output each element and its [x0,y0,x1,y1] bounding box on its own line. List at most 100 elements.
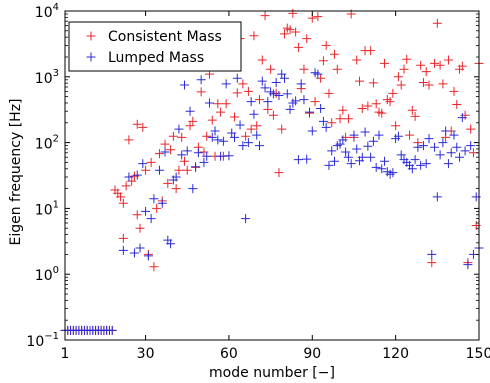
data-point [241,131,251,141]
legend-marker [86,31,96,41]
data-point [243,138,253,148]
data-point [252,121,262,131]
data-point [332,64,342,74]
data-point [135,243,145,253]
data-point [418,77,428,87]
data-point [380,58,390,68]
data-point [121,181,131,191]
data-point [182,146,192,156]
data-point [457,113,467,123]
data-point [138,122,148,132]
data-point [249,109,259,119]
data-point [202,131,212,141]
data-point [266,64,276,74]
data-point [291,96,301,106]
data-point [285,25,295,35]
legend-label: Consistent Mass [108,29,222,45]
data-point [254,141,264,151]
data-point [210,126,220,136]
data-point [396,80,406,90]
data-point [135,223,145,233]
data-point [174,124,184,134]
data-point [318,116,328,126]
data-point [204,98,214,108]
data-point [257,76,267,86]
data-point [132,210,142,220]
data-point [143,251,153,261]
data-point [132,119,142,129]
data-point [199,157,209,167]
data-point [321,122,331,132]
plot-frame [64,10,480,341]
data-point [171,172,181,182]
data-point [357,103,367,113]
data-point [282,89,292,99]
data-point [238,141,248,151]
data-point [171,184,181,194]
data-point [299,64,309,74]
data-point [213,135,223,145]
data-point [193,148,203,158]
data-point [246,97,256,107]
data-point [341,147,351,157]
data-point [243,86,253,96]
data-point [363,141,373,151]
data-point [260,11,270,21]
data-point [374,130,384,140]
data-point [216,107,226,117]
data-point [268,89,278,99]
data-point [207,132,217,142]
data-point [416,60,426,70]
data-point [321,40,331,50]
data-point [157,198,167,208]
data-point [327,118,337,128]
legend-box [68,21,242,72]
data-point [388,168,398,178]
data-point [224,151,234,161]
data-point [368,78,378,88]
data-point [446,148,456,158]
data-point [268,110,278,120]
data-point [149,194,159,204]
data-point [338,105,348,115]
data-point [449,86,459,96]
data-point [452,142,462,152]
data-point [221,99,231,109]
legend: Consistent Mass Lumped Mass [68,21,242,72]
data-point [338,135,348,145]
data-point [202,151,212,161]
data-point [160,139,170,149]
data-point [191,162,201,172]
data-point [443,159,453,169]
data-point [293,155,303,165]
data-point [432,192,442,202]
data-point [229,132,239,142]
data-point [207,115,217,125]
data-point [391,121,401,131]
data-point [280,73,290,83]
data-point [432,18,442,28]
x-tick-label: 120 [382,346,409,362]
data-point [316,103,326,113]
data-point [260,83,270,93]
data-point [154,149,164,159]
data-point [182,165,192,175]
data-point [438,79,448,89]
data-point [330,49,340,59]
data-point [152,203,162,213]
data-point [288,8,298,18]
data-point [377,164,387,174]
data-point [410,111,420,121]
data-point [349,130,359,140]
data-point [232,88,242,98]
data-point [377,108,387,118]
data-point [435,150,445,160]
data-point [366,46,376,56]
plot-marks [60,8,484,335]
data-point [421,67,431,77]
data-point [124,135,134,145]
y-tick-label: 10−1 [26,331,59,350]
data-point [257,55,267,65]
data-point [246,124,256,134]
data-point [124,172,134,182]
